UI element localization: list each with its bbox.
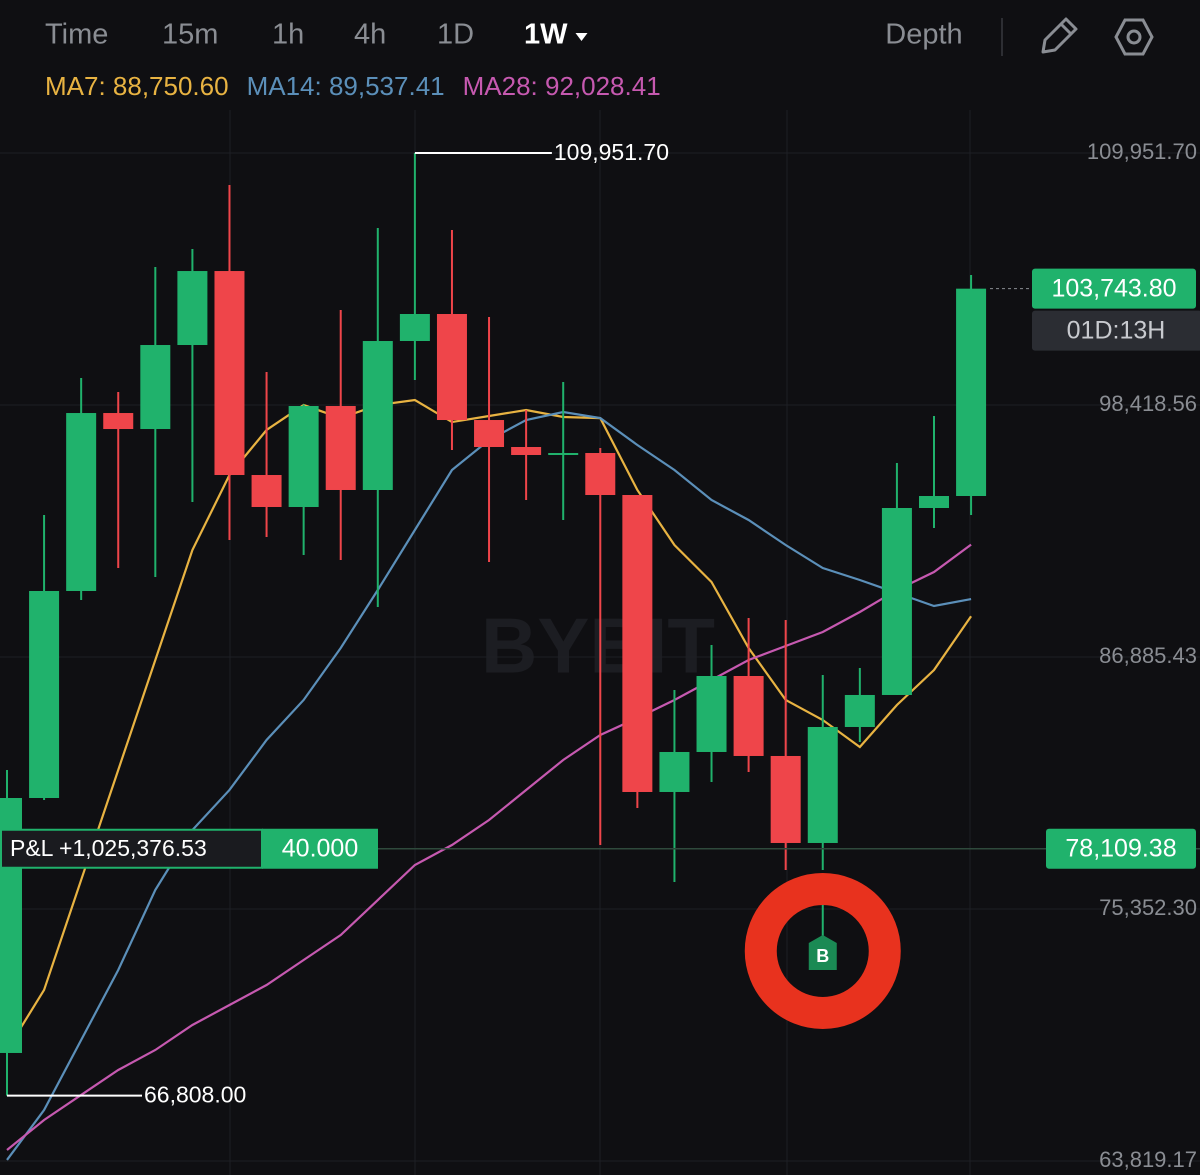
- candle-body: [770, 755, 801, 843]
- candle-body: [436, 314, 467, 421]
- y-tick-label: 109,951.70: [1087, 139, 1197, 164]
- candle-body: [325, 406, 356, 490]
- candle-body: [511, 446, 542, 455]
- position-size-label: 40.000: [282, 834, 358, 862]
- ma-legend: MA7: 88,750.60: [45, 71, 229, 101]
- candle-body: [214, 271, 245, 476]
- candle-body: [474, 420, 505, 447]
- candle-body: [288, 406, 319, 507]
- pnl-label: P&L +1,025,376.53: [10, 835, 207, 861]
- candle-body: [362, 341, 393, 490]
- low-marker-label: 66,808.00: [144, 1082, 246, 1108]
- candle-body: [956, 288, 987, 497]
- countdown-label: 01D:13H: [1067, 316, 1166, 344]
- buy-marker-label: B: [816, 946, 829, 966]
- y-tick-label: 98,418.56: [1099, 391, 1197, 416]
- candle-body: [659, 751, 690, 792]
- candle-body: [103, 413, 134, 430]
- candle-body: [140, 345, 171, 430]
- candle-body: [399, 314, 430, 342]
- ma-line: [6, 543, 972, 1151]
- position-price-tag: [1046, 828, 1196, 869]
- buy-marker: [808, 935, 837, 970]
- last-price-label: 103,743.80: [1051, 274, 1176, 302]
- watermark: BYBIT: [481, 602, 715, 690]
- candle-body: [622, 495, 653, 792]
- pencil-icon[interactable]: [1041, 17, 1078, 54]
- candle-body: [881, 508, 912, 695]
- candle-body: [585, 453, 616, 496]
- candle-body: [548, 453, 579, 456]
- ma-legend: MA28: 92,028.41: [463, 71, 661, 101]
- timeframe-tab[interactable]: Time: [45, 19, 108, 51]
- settings-icon[interactable]: [1114, 18, 1154, 56]
- depth-tab[interactable]: Depth: [885, 19, 962, 51]
- timeframe-tab[interactable]: 1h: [272, 19, 304, 51]
- candle-body: [177, 271, 208, 346]
- highlight-ring: [744, 873, 901, 1029]
- countdown-tag: [1032, 310, 1200, 351]
- candle-body: [919, 496, 949, 509]
- dropdown-caret: [575, 33, 588, 41]
- candle-body: [807, 726, 838, 843]
- timeframe-tab[interactable]: 1W: [524, 19, 568, 51]
- candle-body: [29, 591, 60, 799]
- timeframe-tab[interactable]: 1D: [437, 19, 474, 51]
- candle-body: [844, 694, 875, 727]
- candle-body: [733, 675, 764, 756]
- high-marker-label: 109,951.70: [554, 139, 669, 165]
- y-tick-label: 86,885.43: [1099, 643, 1197, 668]
- candle-body: [251, 475, 282, 507]
- y-tick-label: 75,352.30: [1099, 895, 1197, 920]
- last-price-tag: [1032, 268, 1196, 309]
- y-tick-label: 63,819.17: [1099, 1147, 1197, 1172]
- candle-body: [696, 675, 727, 752]
- timeframe-tab[interactable]: 15m: [162, 19, 218, 51]
- position-size-box: [262, 828, 378, 869]
- timeframe-tab[interactable]: 4h: [354, 19, 386, 51]
- ma-legend: MA14: 89,537.41: [247, 71, 445, 101]
- candle-body: [66, 413, 97, 592]
- position-price-label: 78,109.38: [1065, 834, 1176, 862]
